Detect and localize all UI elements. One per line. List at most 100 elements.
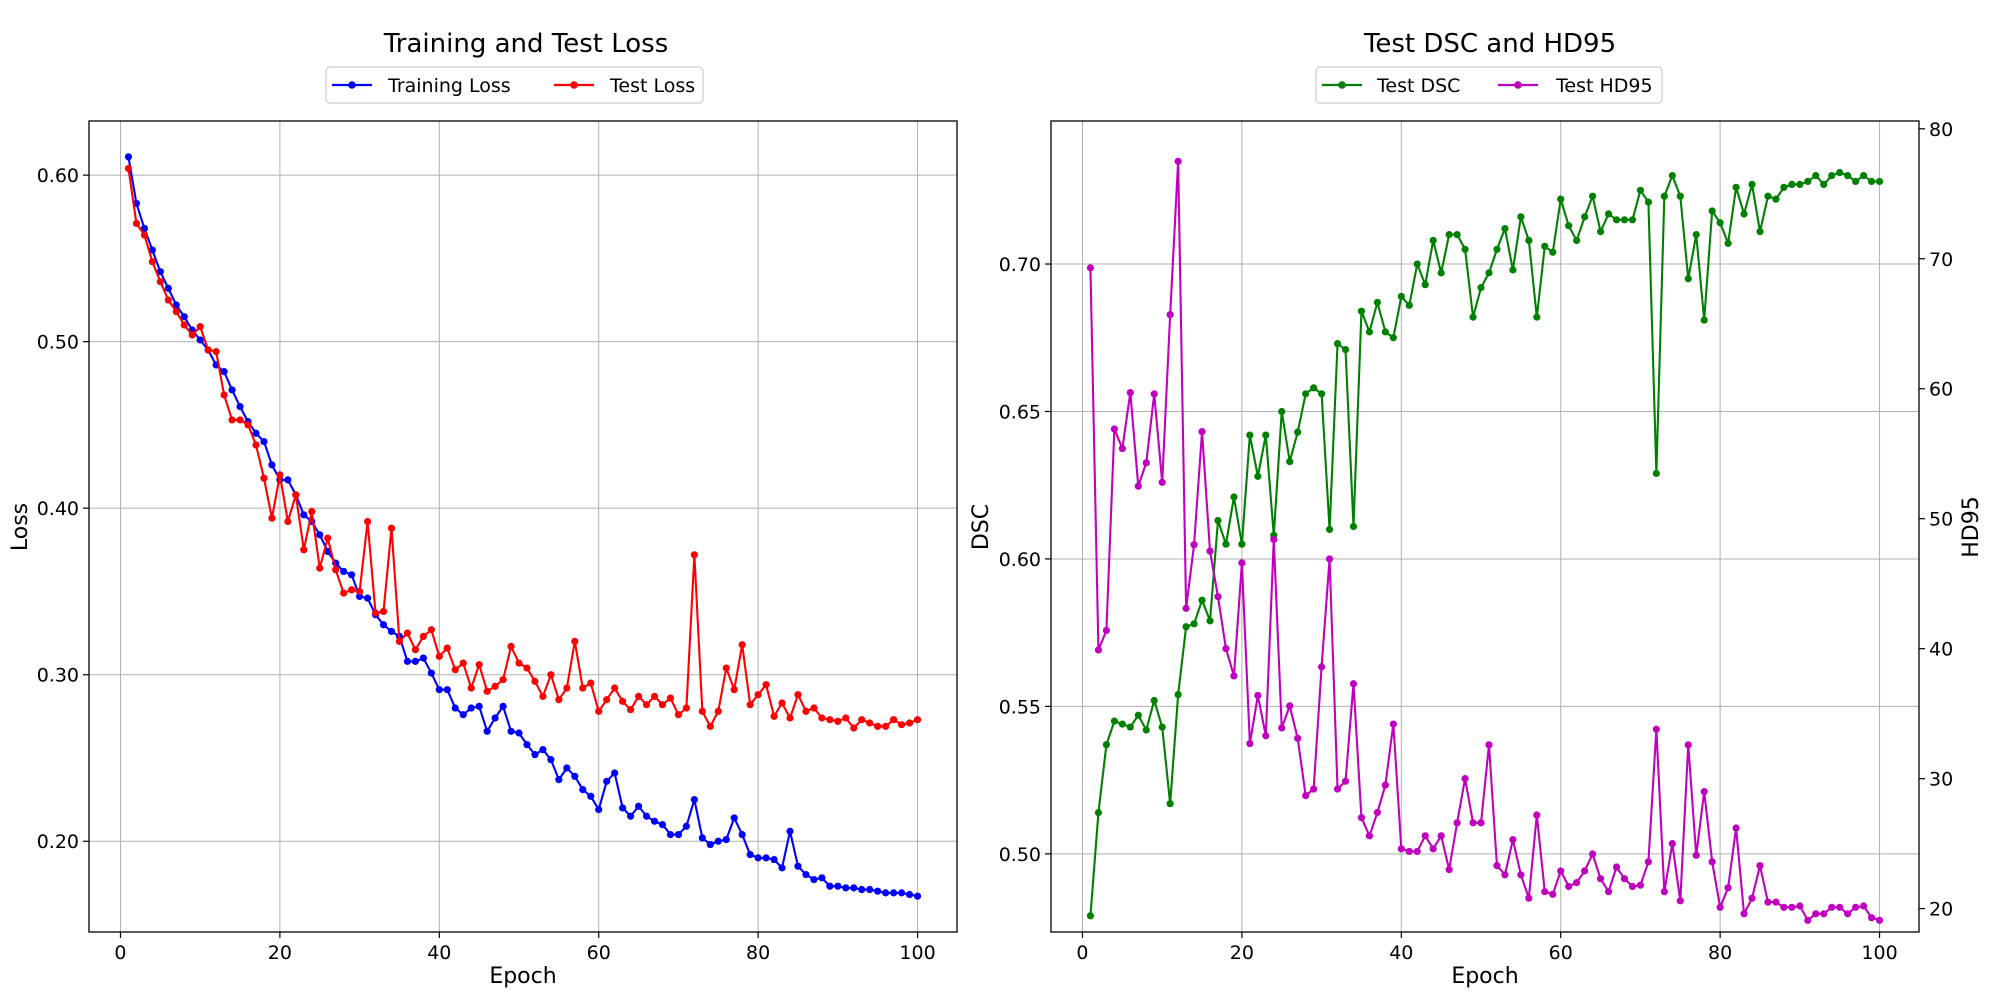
training-loss-point — [236, 403, 244, 411]
dsc-hd95-chart-y-tick-label: 0.55 — [999, 696, 1041, 718]
test-loss-point — [324, 534, 332, 542]
test-loss-point — [340, 589, 348, 597]
test-dsc-point — [1278, 407, 1286, 416]
test-dsc-point — [1517, 213, 1525, 221]
test-dsc-point — [1158, 723, 1166, 731]
training-loss-point — [650, 817, 659, 825]
training-loss-point — [403, 657, 412, 665]
test-hd95-point — [1676, 897, 1684, 905]
training-loss-point — [611, 769, 619, 777]
test-dsc-point — [1206, 617, 1214, 625]
test-hd95-point — [1485, 741, 1493, 749]
test-hd95-point — [1517, 871, 1525, 879]
training-loss-point — [284, 476, 292, 484]
test-loss-point — [579, 684, 587, 692]
test-dsc-point — [1238, 540, 1246, 548]
test-loss-point — [611, 684, 619, 692]
training-loss-point — [634, 802, 643, 810]
test-loss-point — [379, 607, 388, 616]
test-hd95-point — [1118, 444, 1126, 453]
test-hd95-point — [1445, 866, 1453, 874]
dsc-hd95-chart-y2-tick-label: 40 — [1929, 639, 1953, 661]
test-hd95-point — [1501, 871, 1509, 879]
test-loss-point — [371, 609, 380, 617]
test-hd95-point — [1644, 858, 1652, 866]
training-loss-point — [682, 822, 691, 830]
test-dsc-point — [1796, 180, 1804, 189]
test-dsc-point — [1828, 171, 1836, 180]
test-loss-point — [387, 524, 396, 532]
test-hd95-point — [1875, 916, 1884, 924]
test-dsc-point — [1549, 248, 1557, 256]
training-loss-point — [387, 627, 396, 636]
training-loss-point — [491, 714, 499, 722]
training-loss-point — [507, 727, 515, 735]
training-loss-point — [874, 887, 882, 895]
training-loss-point — [834, 882, 842, 890]
test-dsc-point — [1628, 216, 1637, 224]
test-hd95-point — [1565, 882, 1573, 891]
test-hd95-point — [1142, 459, 1150, 467]
dsc-hd95-chart-ticks: 0 20 40 60 80 100 0.50 0.55 0.60 0.65 0.70 20 30 40 50… — [999, 119, 1954, 964]
test-hd95-point — [1692, 851, 1700, 859]
test-hd95-point — [1509, 836, 1517, 844]
test-loss-point — [435, 652, 443, 660]
test-loss-point — [746, 701, 754, 709]
test-loss-point — [260, 474, 268, 482]
test-hd95-point — [1525, 894, 1533, 902]
test-hd95-point — [1198, 428, 1206, 436]
training-loss-point — [890, 889, 898, 897]
loss-chart-y-tick-label: 0.60 — [37, 165, 79, 187]
test-dsc-point — [1620, 216, 1629, 224]
test-dsc-point — [1397, 292, 1405, 301]
test-hd95-point — [1158, 478, 1166, 486]
test-dsc-point — [1365, 328, 1374, 336]
training-loss-point — [475, 702, 483, 710]
legend-training-loss-label: Training Loss — [387, 75, 511, 97]
training-loss-point — [180, 313, 188, 321]
dsc-hd95-chart-x-axis-label: Epoch — [1451, 964, 1518, 989]
test-loss-point — [666, 694, 675, 702]
test-dsc-point — [1421, 281, 1429, 289]
test-hd95-point — [1110, 425, 1118, 433]
training-loss-point — [356, 592, 364, 601]
loss-chart-y-tick-label: 0.30 — [37, 665, 79, 687]
test-dsc-point — [1748, 180, 1756, 189]
test-loss-point — [810, 704, 818, 712]
test-loss-series — [124, 164, 922, 732]
test-loss-point — [730, 686, 738, 694]
test-dsc-point — [1732, 183, 1740, 191]
test-dsc-point — [1589, 192, 1597, 200]
test-loss-point — [164, 296, 172, 304]
training-loss-point — [658, 820, 667, 829]
training-loss-point — [913, 892, 922, 900]
test-loss-point — [658, 701, 667, 709]
test-hd95-point — [1174, 157, 1182, 165]
test-dsc-point — [1453, 230, 1461, 239]
loss-chart-legend: Training Loss Test Loss — [325, 66, 704, 104]
test-dsc-point — [1381, 328, 1389, 336]
test-loss-point — [714, 707, 722, 715]
training-loss-point — [571, 772, 579, 780]
test-hd95-point — [1126, 389, 1134, 397]
test-loss-point — [212, 348, 220, 356]
test-dsc-point — [1214, 517, 1222, 525]
loss-chart-x-tick-label: 100 — [899, 942, 935, 964]
training-loss-point — [762, 854, 770, 862]
test-loss-point — [826, 716, 834, 724]
training-loss-point — [467, 704, 475, 712]
training-loss-point — [818, 874, 826, 882]
training-loss-point — [786, 827, 794, 835]
training-loss-point — [499, 702, 507, 710]
test-loss-point — [419, 632, 427, 641]
test-dsc-point — [1357, 307, 1366, 315]
test-loss-point — [802, 707, 810, 715]
test-dsc-point — [1764, 192, 1772, 200]
test-dsc-point — [1118, 720, 1126, 728]
loss-chart-plot-frame — [88, 120, 958, 933]
training-loss-point — [515, 729, 523, 737]
training-loss-point — [316, 531, 324, 539]
loss-chart-x-tick-label: 40 — [427, 942, 451, 964]
test-loss-point — [706, 722, 714, 730]
dsc-hd95-chart-x-tick-label: 80 — [1708, 942, 1732, 964]
